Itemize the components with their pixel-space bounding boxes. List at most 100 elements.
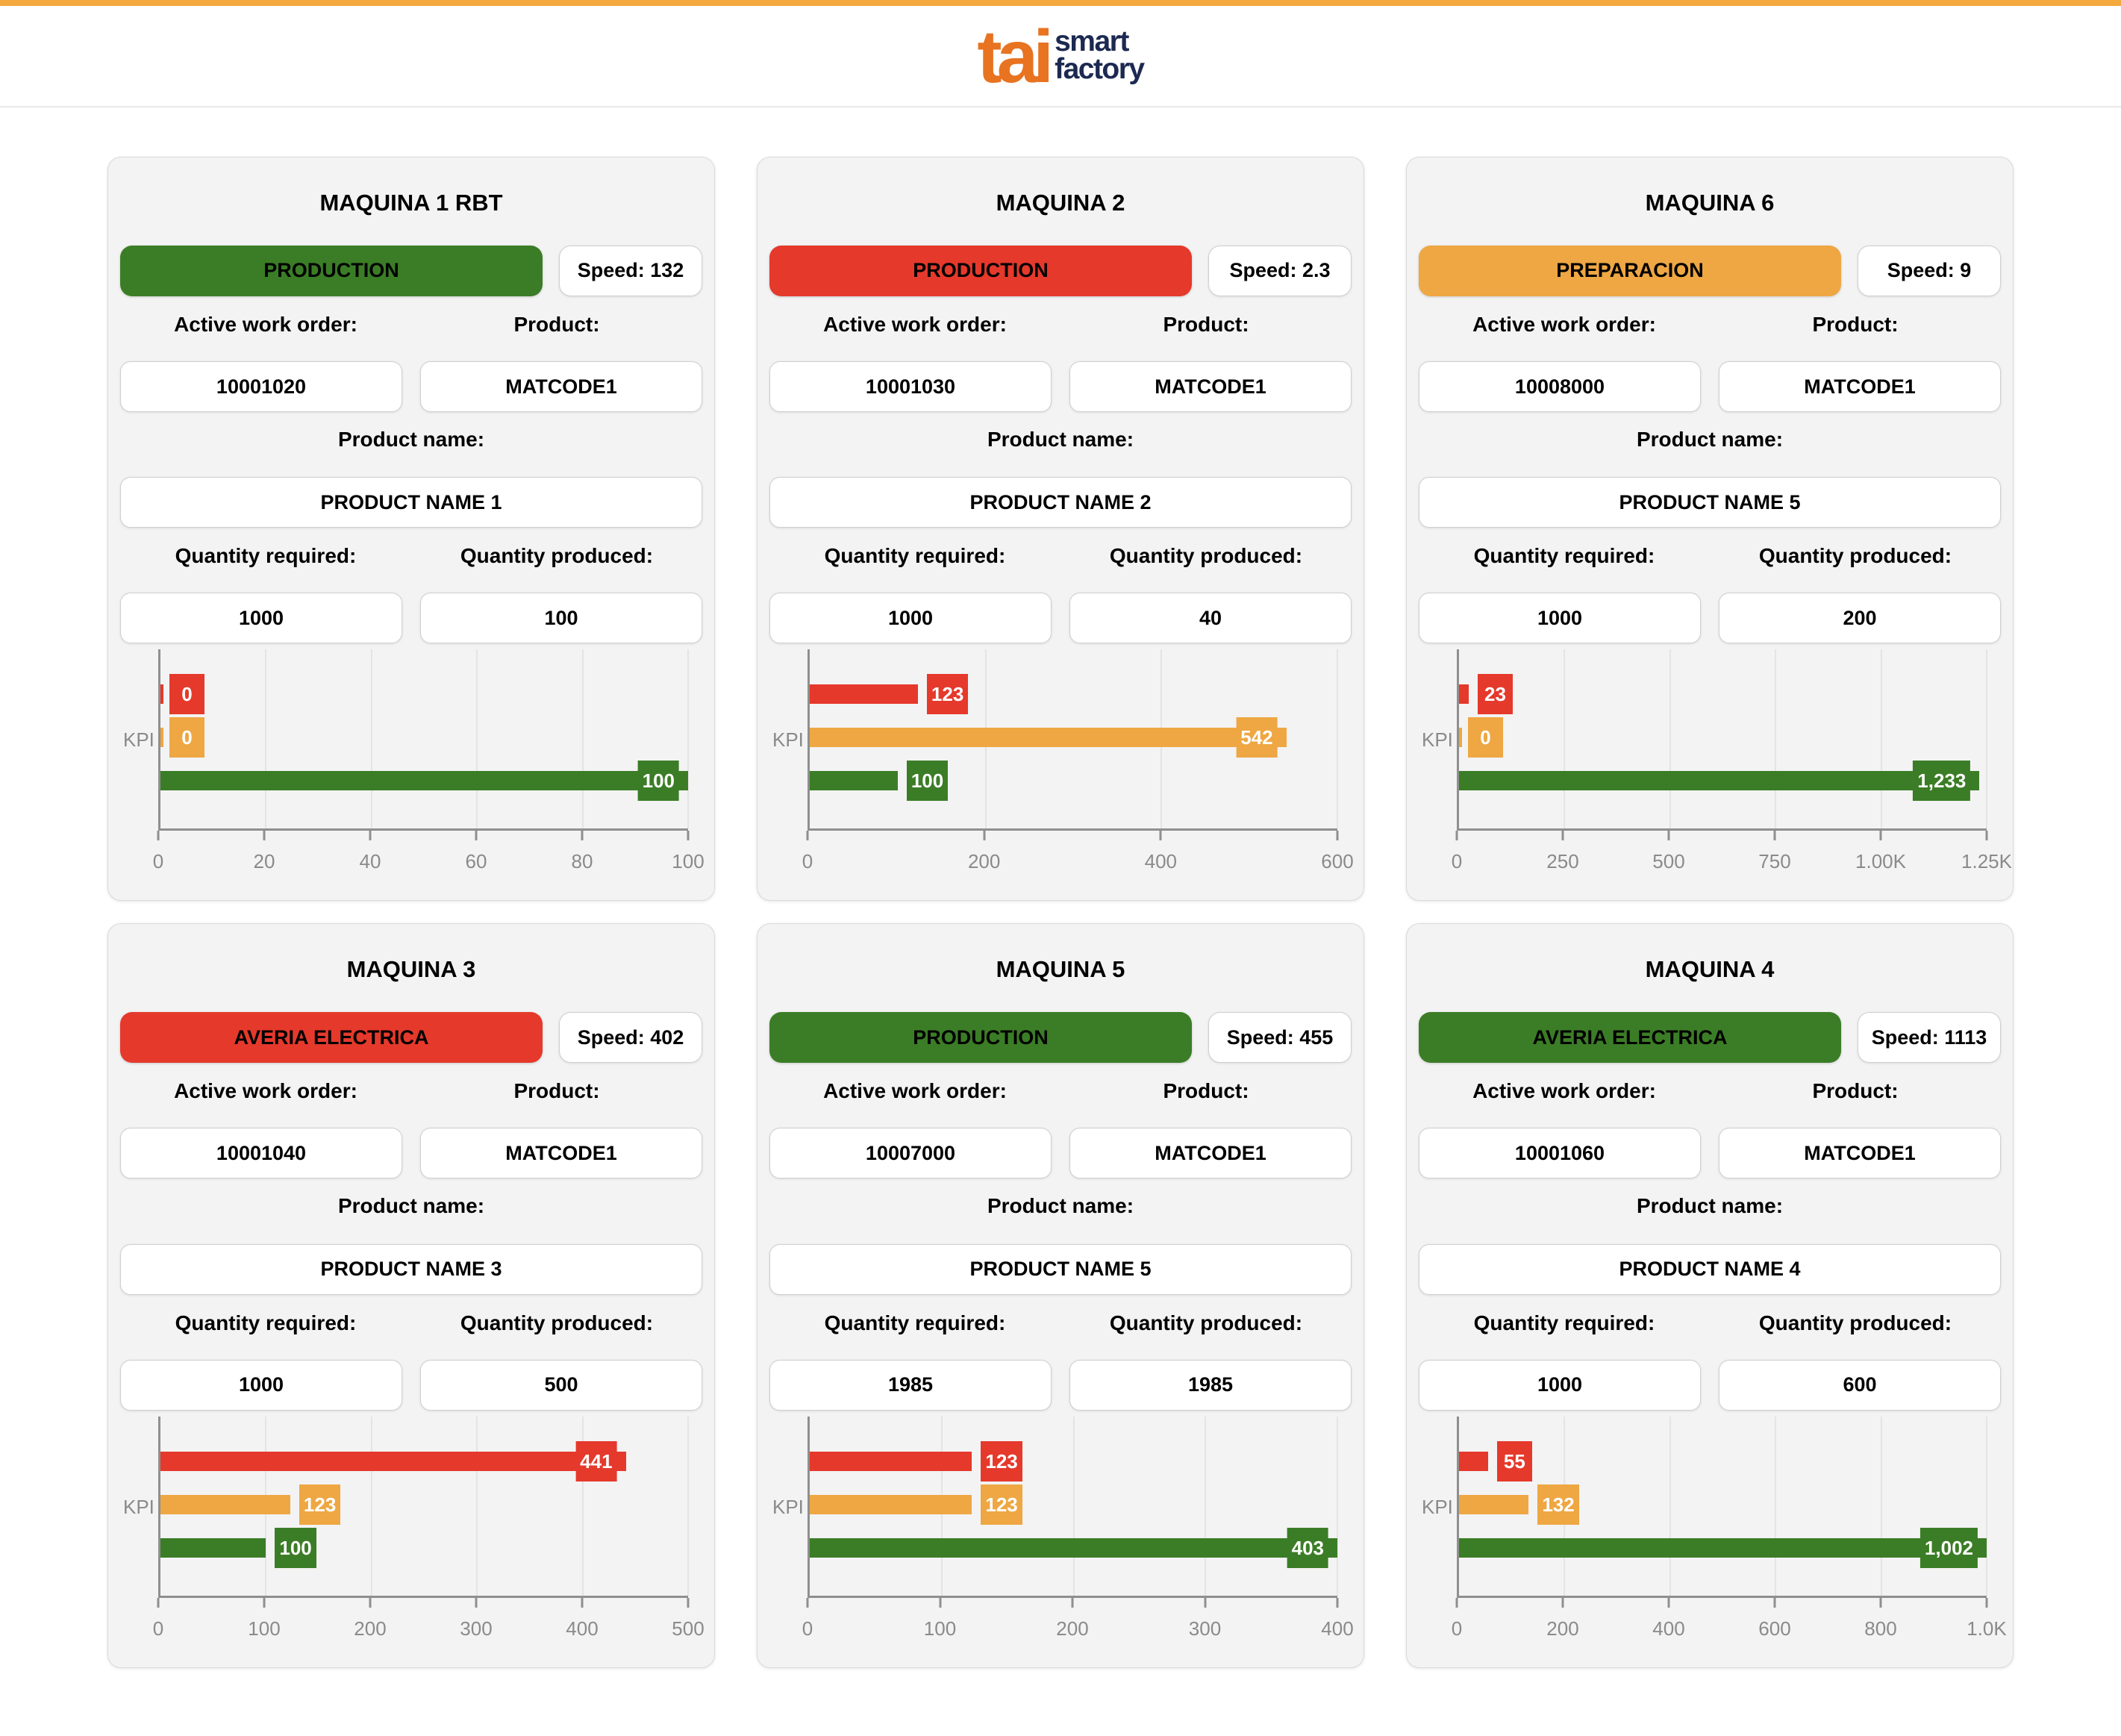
- axis-tick: [806, 1597, 809, 1608]
- axis-tick-label: 0: [152, 850, 164, 873]
- kpi-red-bar: [1459, 1451, 1488, 1471]
- chart-gridline: [370, 1416, 372, 1596]
- product-code-value: MATCODE1: [420, 361, 702, 413]
- axis-tick-label: 200: [967, 850, 1001, 873]
- kpi-orange-value-label: 542: [1236, 717, 1278, 758]
- status-label: PREPARACION: [1556, 259, 1704, 282]
- quantity-produced-value: 200: [1719, 593, 2001, 644]
- chart-gridline: [1072, 1416, 1075, 1596]
- product-code-value: MATCODE1: [420, 1128, 702, 1179]
- chart-x-axis: 0 200 400 600 800 1.0K: [1452, 1595, 2007, 1646]
- kpi-orange-value-label: 0: [169, 717, 204, 758]
- kpi-orange-bar: [160, 1494, 290, 1514]
- axis-tick: [1336, 1597, 1339, 1608]
- chart-x-axis: 0 100 200 300 400 500: [153, 1595, 705, 1646]
- active-work-order-label: Active work order:: [174, 312, 357, 336]
- axis-tick-label: 250: [1546, 850, 1579, 873]
- machine-title: MAQUINA 6: [1645, 190, 1775, 216]
- chart-plot-area: 123 542 100: [808, 649, 1338, 829]
- active-work-order-label: Active work order:: [174, 1079, 357, 1103]
- axis-tick: [939, 1597, 941, 1608]
- quantity-labels: Quantity required: Quantity produced:: [769, 541, 1352, 570]
- chart-gridline: [476, 649, 478, 829]
- quantity-required-label: Quantity required:: [175, 544, 357, 568]
- axis-tick-label: 600: [1758, 1617, 1791, 1640]
- order-product-values: 10008000 MATCODE1: [1419, 361, 2001, 413]
- quantity-required-label: Quantity required:: [824, 544, 1006, 568]
- quantity-produced-label: Quantity produced:: [1109, 544, 1303, 568]
- status-row: AVERIA ELECTRICA Speed: 1113: [1419, 1012, 2001, 1064]
- axis-tick: [1773, 831, 1776, 841]
- speed-indicator: Speed: 9: [1858, 245, 2001, 296]
- chart-bar-row: 132: [1459, 1484, 1987, 1525]
- chart-bar-row: 403: [810, 1527, 1337, 1568]
- work-order-value: 10001060: [1419, 1128, 1701, 1179]
- axis-tick: [1159, 831, 1162, 841]
- axis-tick: [369, 1597, 372, 1608]
- active-work-order-label: Active work order:: [823, 312, 1007, 336]
- axis-tick: [369, 831, 372, 841]
- chart-plot-area: 0 0 100: [158, 649, 689, 829]
- order-product-labels: Active work order: Product:: [120, 1076, 702, 1105]
- chart-gridline: [1986, 649, 1987, 829]
- chart-gridline: [476, 1416, 478, 1596]
- chart-gridline: [1669, 1416, 1671, 1596]
- product-name-label: Product name:: [337, 428, 485, 452]
- product-name-label: Product name:: [337, 1194, 485, 1218]
- machine-card: MAQUINA 1 RBT PRODUCTION Speed: 132 Acti…: [107, 157, 715, 902]
- speed-indicator: Speed: 1113: [1858, 1012, 2001, 1064]
- app-header: tai smart factory: [0, 6, 2121, 107]
- quantity-produced-value: 600: [1719, 1359, 2001, 1411]
- chart-bar-row: 100: [810, 761, 1337, 802]
- kpi-green-bar: [810, 1537, 1337, 1558]
- axis-tick: [1667, 1597, 1670, 1608]
- status-row: PRODUCTION Speed: 455: [769, 1012, 1352, 1064]
- kpi-orange-value-label: 0: [1468, 717, 1503, 758]
- kpi-red-bar: [160, 1451, 626, 1471]
- quantity-required-value: 1000: [769, 593, 1052, 644]
- quantity-values: 1000 200: [1419, 593, 2001, 644]
- active-work-order-label: Active work order:: [823, 1079, 1007, 1103]
- chart-x-axis: 0 20 40 60 80 100: [153, 828, 705, 878]
- kpi-bar-chart: 123 123 403 0 100 200 300 400 KPI: [769, 1416, 1354, 1648]
- chart-gridline: [581, 649, 584, 829]
- kpi-bar-chart: 0 0 100 0 20 40 60 80 100 KPI: [120, 649, 705, 881]
- kpi-axis-label: KPI: [772, 728, 804, 752]
- axis-tick: [1071, 1597, 1074, 1608]
- chart-gridline: [687, 1416, 689, 1596]
- chart-bar-row: 123: [810, 674, 1337, 715]
- kpi-orange-value-label: 123: [981, 1484, 1022, 1525]
- axis-tick-label: 0: [152, 1617, 164, 1640]
- axis-tick-label: 750: [1758, 850, 1791, 873]
- machine-title: MAQUINA 4: [1645, 956, 1775, 983]
- chart-bar-row: 23: [1459, 674, 1987, 715]
- axis-tick: [475, 831, 478, 841]
- machine-card: MAQUINA 5 PRODUCTION Speed: 455 Active w…: [757, 923, 1364, 1668]
- status-badge: AVERIA ELECTRICA: [120, 1012, 543, 1064]
- chart-gridline: [1205, 1416, 1207, 1596]
- axis-tick: [687, 1597, 690, 1608]
- kpi-red-value-label: 55: [1496, 1440, 1532, 1481]
- order-product-labels: Active work order: Product:: [769, 1076, 1352, 1105]
- product-code-value: MATCODE1: [1069, 361, 1352, 413]
- kpi-red-value-label: 123: [926, 674, 969, 715]
- logo-tai-text: tai: [977, 15, 1054, 99]
- chart-gridline: [1337, 1416, 1338, 1596]
- product-name-value: PRODUCT NAME 4: [1419, 1243, 2001, 1295]
- product-name-label: Product name:: [1636, 1194, 1784, 1218]
- work-order-value: 10008000: [1419, 361, 1701, 413]
- quantity-values: 1000 100: [120, 593, 702, 644]
- axis-tick-label: 300: [1188, 1617, 1222, 1640]
- top-accent-bar: [0, 0, 2121, 6]
- chart-plot-area: 23 0 1,233: [1457, 649, 1987, 829]
- speed-indicator: Speed: 402: [559, 1012, 702, 1064]
- machine-title: MAQUINA 2: [996, 190, 1125, 216]
- chart-x-axis: 0 100 200 300 400: [802, 1595, 1354, 1646]
- chart-bar-row: 123: [810, 1440, 1337, 1481]
- chart-bar-row: 123: [810, 1484, 1337, 1525]
- kpi-green-bar: [1459, 771, 1980, 791]
- product-code-value: MATCODE1: [1719, 1128, 2001, 1179]
- axis-tick-label: 200: [1546, 1617, 1579, 1640]
- axis-tick: [157, 1597, 160, 1608]
- kpi-orange-bar: [810, 728, 1287, 748]
